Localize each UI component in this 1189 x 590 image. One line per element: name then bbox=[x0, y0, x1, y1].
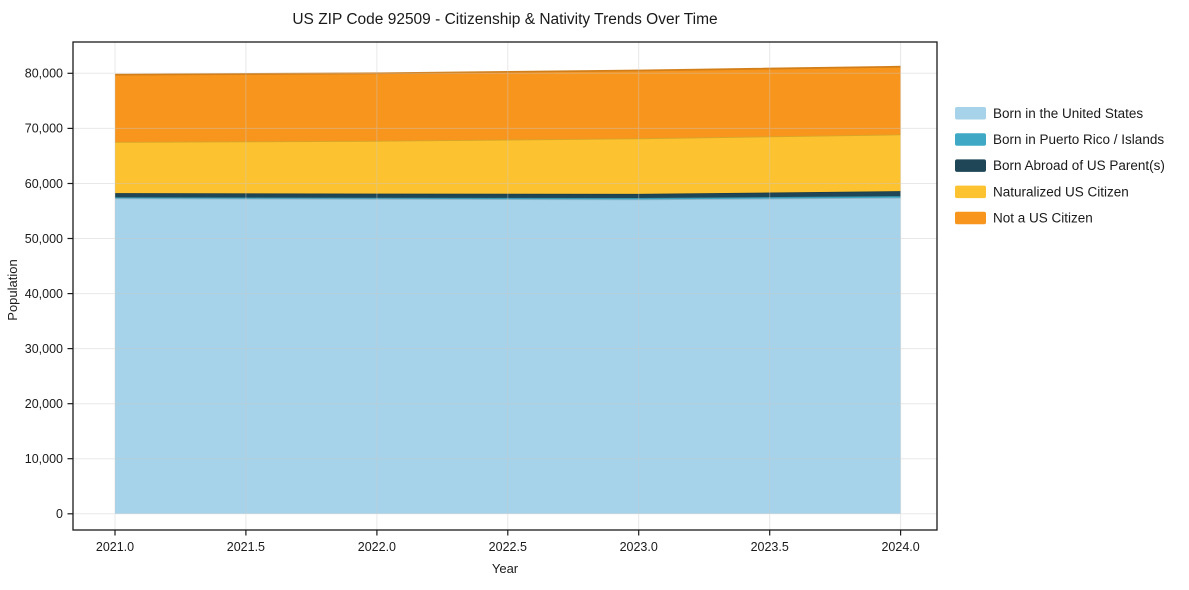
y-tick: 80,000 bbox=[25, 67, 63, 81]
x-tick: 2021.5 bbox=[227, 540, 265, 554]
y-tick: 70,000 bbox=[25, 122, 63, 136]
edge-not-citizen bbox=[114, 65, 901, 76]
chart-title: US ZIP Code 92509 - Citizenship & Nativi… bbox=[292, 11, 717, 28]
stacked-areas bbox=[114, 65, 901, 514]
legend-swatch-born-abroad bbox=[955, 159, 986, 172]
area-born-puerto-rico bbox=[115, 196, 901, 200]
y-tick: 0 bbox=[56, 507, 63, 521]
x-tick: 2021.0 bbox=[96, 540, 134, 554]
y-axis-label: Population bbox=[5, 259, 20, 320]
x-tick: 2022.5 bbox=[489, 540, 527, 554]
legend-label: Born Abroad of US Parent(s) bbox=[993, 158, 1165, 173]
area-not-citizen bbox=[115, 66, 901, 142]
legend-swatch-born-in-us bbox=[955, 107, 986, 120]
area-born-in-us bbox=[115, 197, 901, 514]
x-tick: 2022.0 bbox=[358, 540, 396, 554]
area-naturalized bbox=[115, 134, 901, 194]
x-tick: 2023.0 bbox=[620, 540, 658, 554]
tick-marks bbox=[67, 72, 902, 536]
legend-swatch-born-puerto-rico bbox=[955, 133, 986, 146]
legend-label: Born in the United States bbox=[993, 106, 1143, 121]
x-tick: 2024.0 bbox=[881, 540, 919, 554]
y-tick: 40,000 bbox=[25, 287, 63, 301]
legend: Born in the United States Born in Puerto… bbox=[955, 106, 1165, 226]
y-tick: 50,000 bbox=[25, 232, 63, 246]
x-axis-label: Year bbox=[492, 561, 519, 576]
y-tick-labels: 0 10,000 20,000 30,000 40,000 50,000 60,… bbox=[25, 67, 63, 521]
y-tick: 10,000 bbox=[25, 452, 63, 466]
y-tick: 60,000 bbox=[25, 177, 63, 191]
legend-label: Not a US Citizen bbox=[993, 211, 1093, 226]
legend-swatch-naturalized bbox=[955, 185, 986, 199]
x-tick: 2023.5 bbox=[751, 540, 789, 554]
x-tick-labels: 2021.0 2021.5 2022.0 2022.5 2023.0 2023.… bbox=[96, 540, 920, 554]
legend-label: Born in Puerto Rico / Islands bbox=[993, 132, 1164, 147]
plot-border bbox=[72, 41, 938, 531]
gridlines bbox=[73, 42, 937, 530]
y-tick: 20,000 bbox=[25, 397, 63, 411]
legend-label: Naturalized US Citizen bbox=[993, 184, 1129, 199]
legend-swatch-not-citizen bbox=[955, 211, 986, 225]
area-born-abroad bbox=[115, 191, 901, 198]
y-tick: 30,000 bbox=[25, 342, 63, 356]
